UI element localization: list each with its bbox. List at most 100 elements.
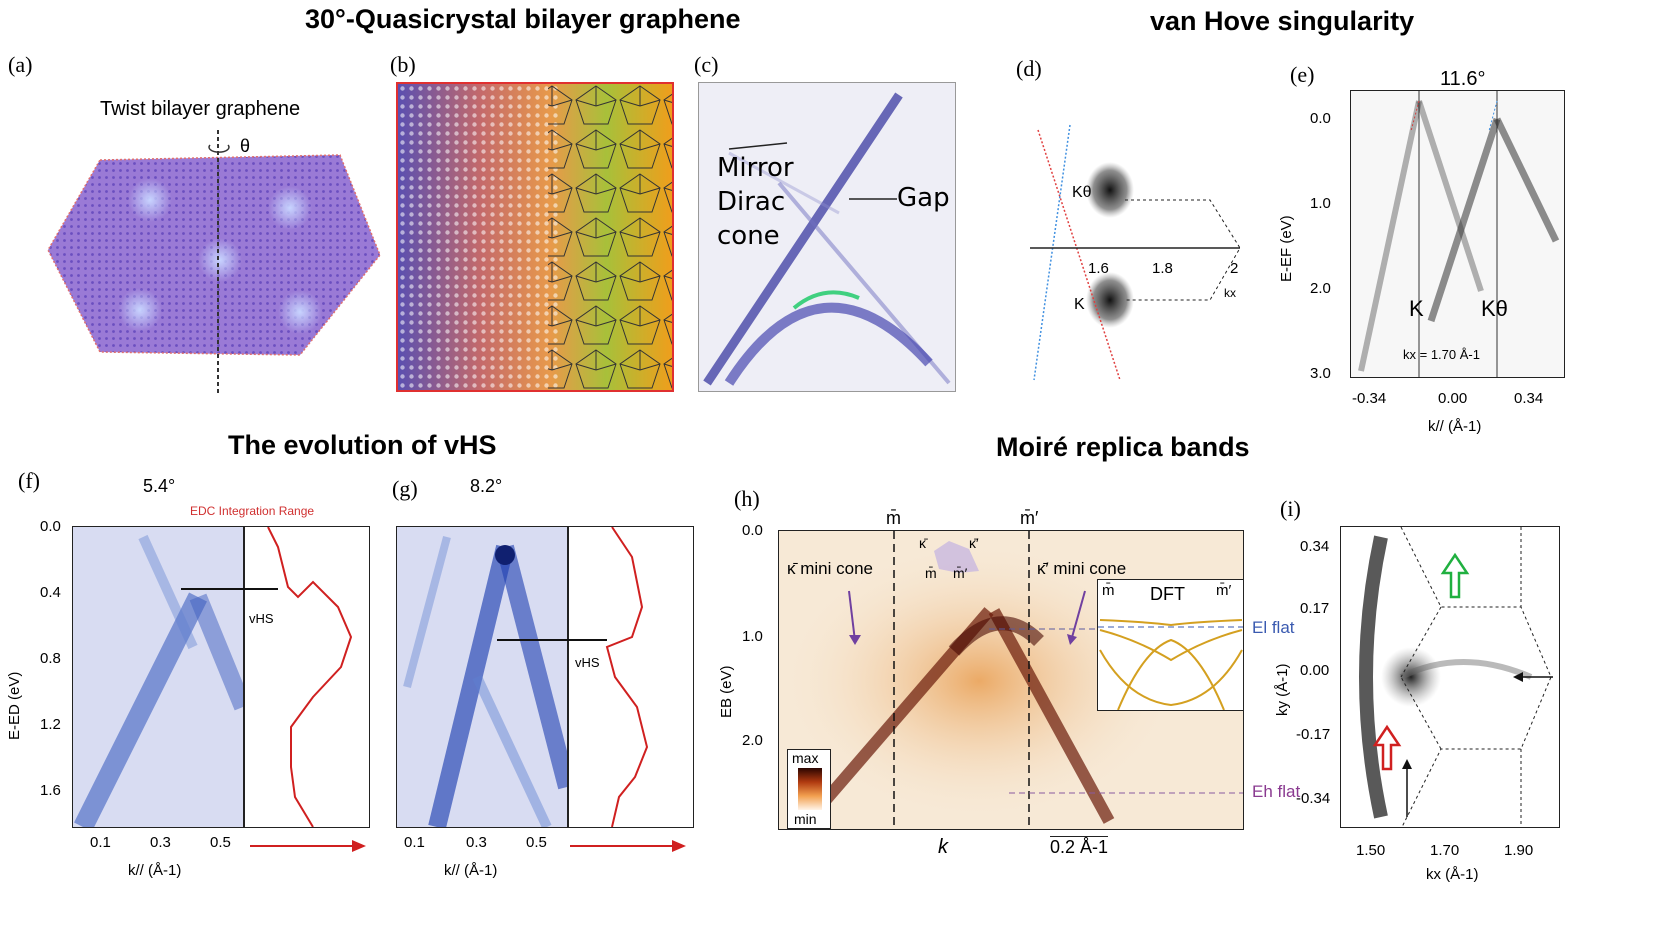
panel-label-b: (b) (390, 52, 416, 77)
mirror-label-1: Mirror (717, 153, 794, 183)
el-flat-label: El flat (1252, 618, 1295, 637)
ylabel-h: EB (eV) (718, 665, 735, 718)
ytick-i-4: -0.17 (1296, 726, 1331, 743)
panel-e: K Kθ kx = 1.70 Å-1 (1350, 90, 1565, 378)
mirror-label-3: cone (717, 221, 780, 251)
ytick-i-5: -0.34 (1296, 790, 1331, 807)
panel-f-arpes (73, 527, 243, 827)
xtick-e-1: -0.34 (1352, 390, 1387, 407)
ytick-f-2: 0.4 (40, 584, 61, 601)
gap-label: Gap (897, 183, 950, 213)
panel-i (1340, 526, 1560, 828)
colorbar-max: max (792, 750, 819, 766)
dft-m-label: m̄ (1102, 582, 1115, 599)
theta-label: θ (240, 136, 251, 156)
ytick-h-2: 1.0 (742, 628, 763, 645)
section-title-evolution: The evolution of vHS (228, 430, 497, 460)
kx-label-d: kx (1224, 286, 1236, 300)
panel-label-d: (d) (1016, 56, 1042, 81)
xlabel-g: k// (Å-1) (444, 862, 498, 879)
xtick-f-2: 0.3 (150, 834, 171, 851)
inset-mp-label: m̄′ (953, 565, 968, 581)
dft-label: DFT (1150, 584, 1185, 604)
eh-flat-label: Eh flat (1252, 782, 1301, 801)
k-label-e: K (1409, 296, 1424, 321)
panel-b (396, 82, 674, 392)
ytick-f-4: 1.2 (40, 716, 61, 733)
dirac-cone-image (703, 92, 951, 386)
ylabel-f: E-ED (eV) (6, 671, 23, 740)
edc-label-f: EDC Integration Range (190, 504, 315, 518)
xtick-e-3: 0.34 (1514, 390, 1544, 407)
panel-c: Mirror Dirac cone Gap (698, 82, 956, 392)
scale-bar-h: 0.2 Å-1 (1050, 836, 1109, 857)
ytick-f-5: 1.6 (40, 782, 61, 799)
k-theta-label-d: Kθ (1072, 184, 1092, 201)
dft-inset: m̄ DFT m̄′ (1097, 579, 1243, 711)
vhs-map-image (1030, 124, 1241, 381)
panel-label-a: (a) (8, 52, 33, 77)
panel-d: Kθ K 1.6 1.8 2 kx (1030, 90, 1250, 390)
edc-arrow-g (570, 840, 686, 852)
xtick-i-3: 1.90 (1504, 842, 1534, 859)
panel-label-i: (i) (1280, 496, 1301, 521)
xlabel-e: k// (Å-1) (1428, 418, 1482, 435)
ytick-e-4: 3.0 (1310, 365, 1331, 382)
mirror-label-2: Dirac (717, 187, 786, 217)
ytick-e-3: 2.0 (1310, 280, 1331, 297)
panel-h: κ̄ mini cone κ̄′ mini cone κ̄ κ̄′ m̄ m̄′… (778, 530, 1244, 830)
angle-label-g: 8.2° (470, 476, 503, 496)
xtick-f-3: 0.5 (210, 834, 231, 851)
xlabel-h: k (938, 836, 948, 858)
ylabel-e: E-EF (eV) (1278, 215, 1295, 282)
tick-d-2: 1.8 (1152, 260, 1173, 277)
k-label-d: K (1074, 296, 1085, 313)
panel-label-f: (f) (18, 468, 40, 493)
ytick-e-1: 0.0 (1310, 110, 1331, 127)
xtick-g-2: 0.3 (466, 834, 487, 851)
xtick-f-1: 0.1 (90, 834, 111, 851)
xtick-i-1: 1.50 (1356, 842, 1386, 859)
ytick-f-1: 0.0 (40, 518, 61, 535)
dft-mp-label: m̄′ (1216, 582, 1232, 599)
section-title-moire: Moiré replica bands (996, 432, 1250, 462)
xtick-g-1: 0.1 (404, 834, 425, 851)
tick-d-1: 1.6 (1088, 260, 1109, 277)
quasicrystal-tiling-image (398, 84, 672, 390)
ytick-i-1: 0.34 (1300, 538, 1330, 555)
ytick-e-2: 1.0 (1310, 195, 1331, 212)
inset-k-label: κ̄ (919, 535, 926, 551)
panel-e-bands (1358, 91, 1560, 377)
ylabel-i: ky (Å-1) (1274, 663, 1291, 717)
panel-label-e: (e) (1290, 62, 1315, 87)
m-prime-top-h: m̄′ (1020, 508, 1039, 528)
panel-g-arpes (397, 527, 567, 827)
xtick-g-3: 0.5 (526, 834, 547, 851)
panel-a: Twist bilayer graphene θ (40, 90, 390, 400)
k-theta-label-e: Kθ (1481, 296, 1508, 321)
panel-i-map (1359, 527, 1553, 827)
inset-m-label: m̄ (925, 565, 937, 581)
panel-f: vHS (72, 526, 370, 828)
section-title-quasicrystal: 30°-Quasicrystal bilayer graphene (305, 4, 741, 34)
panel-g: vHS (396, 526, 694, 828)
inset-kp-label: κ̄′ (969, 535, 979, 551)
xlabel-i: kx (Å-1) (1426, 866, 1479, 883)
bilayer-lattice-image (47, 130, 381, 395)
k-prime-mini-cone-label: κ̄′ mini cone (1037, 559, 1127, 578)
xlabel-f: k// (Å-1) (128, 862, 182, 879)
colorbar-min: min (794, 811, 817, 827)
ytick-h-3: 2.0 (742, 732, 763, 749)
panel-label-c: (c) (694, 52, 719, 77)
colorbar: max min (787, 749, 831, 829)
section-title-vhs: van Hove singularity (1150, 6, 1415, 36)
ytick-h-1: 0.0 (742, 522, 763, 539)
angle-label-f: 5.4° (143, 476, 176, 496)
kx-note-e: kx = 1.70 Å-1 (1403, 347, 1480, 362)
vhs-label-g: vHS (575, 655, 600, 670)
tick-d-3: 2 (1230, 260, 1239, 277)
xtick-i-2: 1.70 (1430, 842, 1460, 859)
panel-a-title: Twist bilayer graphene (100, 98, 301, 120)
ytick-f-3: 0.8 (40, 650, 61, 667)
xtick-e-2: 0.00 (1438, 390, 1468, 407)
